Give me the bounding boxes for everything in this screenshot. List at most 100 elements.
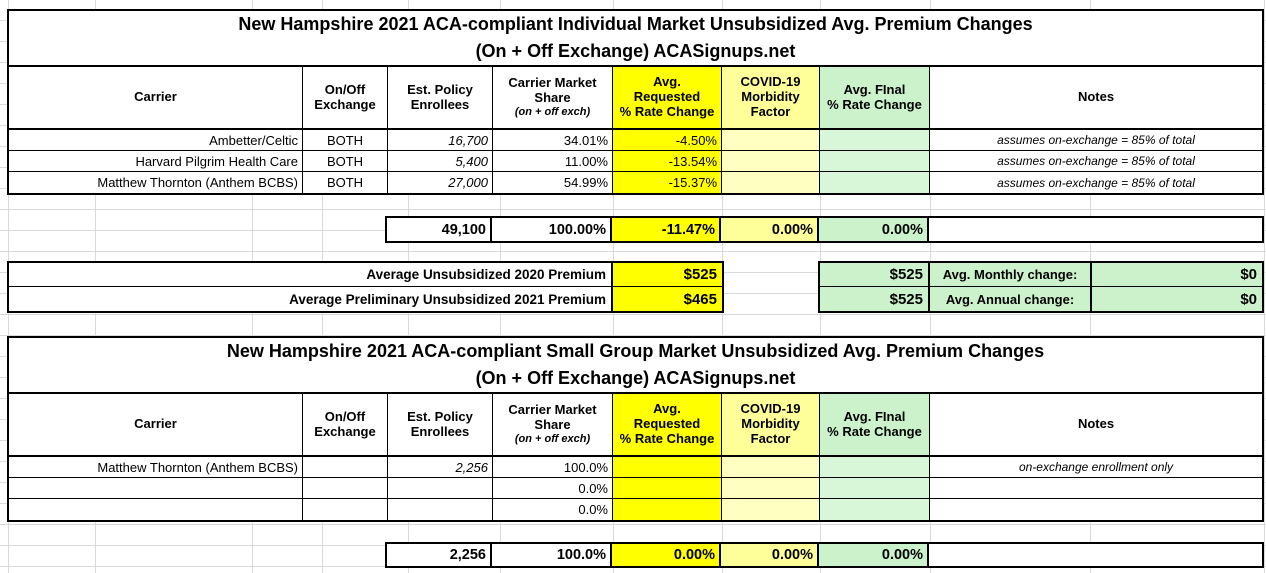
market-share-cell[interactable]: 34.01% — [493, 130, 613, 151]
total-notes-cell[interactable] — [929, 544, 1262, 566]
exchange-cell[interactable]: BOTH — [303, 151, 388, 172]
final-premium-monthly-value[interactable]: $525 — [820, 263, 930, 287]
requested-rate-cell[interactable]: -13.54% — [613, 151, 722, 172]
exchange-cell[interactable] — [303, 478, 388, 499]
enrollees-cell[interactable] — [388, 478, 493, 499]
total-share-cell[interactable]: 100.00% — [492, 218, 612, 241]
premium-2020-value[interactable]: $525 — [613, 263, 722, 287]
morbidity-cell[interactable] — [722, 499, 820, 520]
market-share-header-main: Carrier Market Share — [508, 75, 597, 106]
individual-header-row: Carrier On/Off Exchange Est. Policy Enro… — [9, 67, 1262, 130]
total-requested-rate-cell[interactable]: -11.47% — [612, 218, 721, 241]
final-premium-box: $525 Avg. Monthly change: $0 $525 Avg. A… — [818, 261, 1264, 313]
col-header-requested-rate[interactable]: Avg. Requested % Rate Change — [613, 394, 722, 455]
requested-rate-cell[interactable] — [613, 478, 722, 499]
notes-cell[interactable]: assumes on-exchange = 85% of total — [930, 130, 1262, 151]
requested-rate-cell[interactable] — [613, 457, 722, 478]
morbidity-cell[interactable] — [722, 130, 820, 151]
total-final-rate-cell[interactable]: 0.00% — [819, 544, 929, 566]
col-header-requested-rate[interactable]: Avg. Requested % Rate Change — [613, 67, 722, 128]
carrier-cell[interactable]: Matthew Thornton (Anthem BCBS) — [9, 172, 303, 193]
market-share-cell[interactable]: 0.0% — [493, 478, 613, 499]
total-share-cell[interactable]: 100.0% — [492, 544, 612, 566]
carrier-row-matthew-thornton-sg: Matthew Thornton (Anthem BCBS) 2,256 100… — [9, 457, 1262, 478]
market-share-cell[interactable]: 0.0% — [493, 499, 613, 520]
market-share-cell[interactable]: 100.0% — [493, 457, 613, 478]
col-header-covid-morbidity[interactable]: COVID-19 Morbidity Factor — [722, 394, 820, 455]
final-rate-cell[interactable] — [820, 151, 930, 172]
total-requested-rate-cell[interactable]: 0.00% — [612, 544, 721, 566]
col-header-enrollees[interactable]: Est. Policy Enrollees — [388, 394, 493, 455]
total-morbidity-cell[interactable]: 0.00% — [721, 544, 819, 566]
enrollees-cell[interactable]: 2,256 — [388, 457, 493, 478]
requested-rate-cell[interactable]: -15.37% — [613, 172, 722, 193]
final-rate-cell[interactable] — [820, 172, 930, 193]
premium-2021-label[interactable]: Average Preliminary Unsubsidized 2021 Pr… — [9, 287, 613, 311]
market-share-cell[interactable]: 11.00% — [493, 151, 613, 172]
carrier-cell[interactable]: Ambetter/Celtic — [9, 130, 303, 151]
notes-cell[interactable] — [930, 499, 1262, 520]
notes-cell[interactable]: assumes on-exchange = 85% of total — [997, 175, 1195, 190]
annual-change-value[interactable]: $0 — [1092, 287, 1262, 311]
market-share-header-main: Carrier Market Share — [508, 402, 597, 433]
total-enrollees-cell[interactable]: 49,100 — [387, 218, 492, 241]
premium-2021-value[interactable]: $465 — [613, 287, 722, 311]
exchange-cell[interactable] — [303, 499, 388, 520]
col-header-exchange[interactable]: On/Off Exchange — [303, 394, 388, 455]
individual-market-title[interactable]: New Hampshire 2021 ACA-compliant Individ… — [9, 11, 1262, 67]
enrollees-cell[interactable] — [388, 499, 493, 520]
carrier-cell[interactable] — [9, 499, 303, 520]
final-rate-cell[interactable] — [820, 478, 930, 499]
requested-rate-cell[interactable] — [613, 499, 722, 520]
notes-cell[interactable]: on-exchange enrollment only — [930, 457, 1262, 478]
market-share-header-sub: (on + off exch) — [514, 106, 591, 119]
carrier-cell[interactable] — [9, 478, 303, 499]
exchange-cell[interactable]: BOTH — [303, 130, 388, 151]
col-header-notes[interactable]: Notes — [1077, 89, 1115, 105]
col-header-covid-morbidity[interactable]: COVID-19 Morbidity Factor — [722, 67, 820, 128]
col-header-final-rate[interactable]: Avg. FInal % Rate Change — [820, 67, 930, 128]
monthly-change-label[interactable]: Avg. Monthly change: — [930, 263, 1092, 287]
annual-change-label[interactable]: Avg. Annual change: — [930, 287, 1092, 311]
monthly-change-value[interactable]: $0 — [1092, 263, 1262, 287]
col-header-carrier[interactable]: Carrier — [9, 67, 303, 128]
final-rate-cell[interactable] — [820, 130, 930, 151]
final-premium-annual-value[interactable]: $525 — [820, 287, 930, 311]
notes-cell[interactable]: assumes on-exchange = 85% of total — [930, 151, 1262, 172]
market-share-header-sub: (on + off exch) — [514, 433, 591, 446]
morbidity-cell[interactable] — [722, 172, 820, 193]
col-header-market-share[interactable]: Carrier Market Share (on + off exch) — [493, 394, 613, 455]
col-header-carrier[interactable]: Carrier — [9, 394, 303, 455]
small-group-market-title[interactable]: New Hampshire 2021 ACA-compliant Small G… — [9, 338, 1262, 394]
carrier-cell[interactable]: Harvard Pilgrim Health Care — [9, 151, 303, 172]
enrollees-cell[interactable]: 16,700 — [388, 130, 493, 151]
col-header-notes[interactable]: Notes — [1077, 416, 1115, 432]
exchange-cell[interactable] — [303, 457, 388, 478]
col-header-market-share[interactable]: Carrier Market Share (on + off exch) — [493, 67, 613, 128]
total-final-rate-cell[interactable]: 0.00% — [819, 218, 929, 241]
total-notes-cell[interactable] — [929, 218, 1262, 241]
carrier-row-ambetter: Ambetter/Celtic BOTH 16,700 34.01% -4.50… — [9, 130, 1262, 151]
final-rate-cell[interactable] — [820, 457, 930, 478]
enrollees-cell[interactable]: 5,400 — [388, 151, 493, 172]
morbidity-cell[interactable] — [722, 151, 820, 172]
exchange-cell[interactable]: BOTH — [303, 172, 388, 193]
market-share-cell[interactable]: 54.99% — [493, 172, 613, 193]
col-header-exchange[interactable]: On/Off Exchange — [303, 67, 388, 128]
morbidity-cell[interactable] — [722, 457, 820, 478]
col-header-enrollees[interactable]: Est. Policy Enrollees — [388, 67, 493, 128]
carrier-row-empty: 0.0% — [9, 499, 1262, 520]
requested-rate-cell[interactable]: -4.50% — [613, 130, 722, 151]
individual-market-table: New Hampshire 2021 ACA-compliant Individ… — [7, 9, 1264, 195]
total-enrollees-cell[interactable]: 2,256 — [387, 544, 492, 566]
total-morbidity-cell[interactable]: 0.00% — [721, 218, 819, 241]
final-rate-cell[interactable] — [820, 499, 930, 520]
col-header-final-rate[interactable]: Avg. FInal % Rate Change — [820, 394, 930, 455]
carrier-row-empty: 0.0% — [9, 478, 1262, 499]
carrier-cell[interactable]: Matthew Thornton (Anthem BCBS) — [9, 457, 303, 478]
notes-cell[interactable] — [930, 478, 1262, 499]
enrollees-cell[interactable]: 27,000 — [388, 172, 493, 193]
premium-2020-label[interactable]: Average Unsubsidized 2020 Premium — [9, 263, 613, 287]
morbidity-cell[interactable] — [722, 478, 820, 499]
